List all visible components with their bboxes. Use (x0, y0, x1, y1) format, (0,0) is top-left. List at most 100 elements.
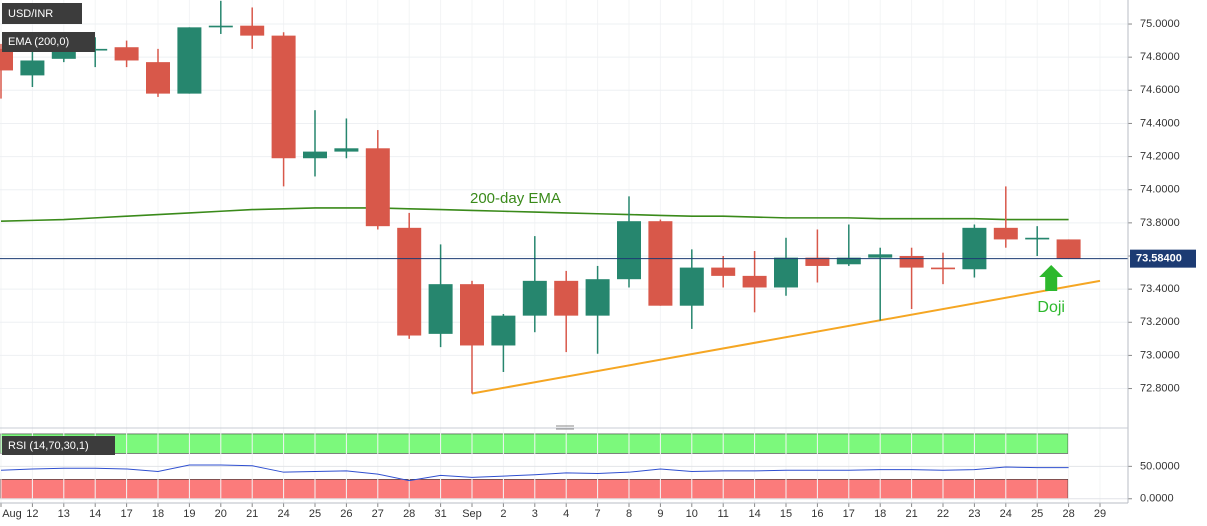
candle-body (208, 25, 233, 28)
candle-body (805, 257, 830, 266)
rsi-line (0, 464, 1069, 482)
candle-body (993, 227, 1018, 240)
candle-body (397, 227, 422, 336)
candle-body (774, 257, 798, 288)
chart-title: USD/INR (8, 8, 53, 20)
x-tick-label: 29 (1094, 508, 1106, 520)
x-tick-label: 17 (843, 508, 855, 520)
indicator-box (2, 32, 95, 52)
candle-body (836, 257, 861, 265)
y-tick-label: 73.8000 (1140, 217, 1180, 229)
candle-body (679, 267, 704, 306)
y-tick-label: 74.8000 (1140, 51, 1180, 63)
candle-body (1025, 237, 1050, 240)
candle-body (585, 279, 610, 316)
candle-body (711, 267, 736, 276)
y-tick-label: 73.2000 (1140, 316, 1180, 328)
candle-body (240, 25, 265, 36)
y-tick-label: 74.4000 (1140, 117, 1180, 129)
candle-body (617, 221, 641, 280)
title-box (2, 3, 82, 24)
x-tick-label: 21 (246, 508, 258, 520)
x-tick-label: 10 (686, 508, 698, 520)
candle-body (334, 148, 359, 152)
candle-body (491, 315, 516, 346)
rsi-box (2, 436, 115, 455)
x-tick-label: 2 (500, 508, 506, 520)
rsi-title: RSI (14,70,30,1) (8, 440, 89, 452)
x-tick-label: 25 (309, 508, 321, 520)
x-tick-label: 14 (89, 508, 101, 520)
ema-line (0, 207, 1069, 222)
candle-body (868, 254, 893, 258)
x-tick-label: 17 (120, 508, 132, 520)
x-tick-label: 26 (340, 508, 352, 520)
candle-body (303, 151, 327, 159)
x-tick-label: 28 (1062, 508, 1074, 520)
candle-body (1056, 239, 1081, 259)
candle-body (51, 50, 76, 59)
x-tick-label: Sep (462, 508, 482, 520)
x-tick-label: 8 (626, 508, 632, 520)
x-tick-label: 7 (595, 508, 601, 520)
last-price-label: 73.58400 (1136, 253, 1182, 265)
y-tick-label: 72.8000 (1140, 382, 1180, 394)
rsi-band (0, 433, 1069, 454)
x-tick-label: 3 (532, 508, 538, 520)
ema-label: 200-day EMA (470, 190, 561, 207)
candle-body (899, 255, 924, 268)
rsi-band (0, 479, 1069, 500)
last-price-box (1130, 249, 1196, 268)
x-tick-label: 9 (657, 508, 663, 520)
x-tick-label: 15 (780, 508, 792, 520)
candle-body (962, 227, 987, 270)
annotation-text: Doji (1037, 299, 1065, 316)
candle-body (83, 48, 108, 51)
candle-body (20, 60, 45, 76)
x-tick-label: 25 (1031, 508, 1043, 520)
y-tick-label: 0.0000 (1140, 493, 1174, 505)
candle-body (0, 48, 13, 71)
x-tick-label: 21 (905, 508, 917, 520)
candle-body (648, 221, 673, 306)
candle-body (114, 47, 139, 61)
x-tick-label: 12 (26, 508, 38, 520)
x-tick-label: 23 (968, 508, 980, 520)
annotation-arrow (1039, 265, 1064, 291)
x-tick-label: Aug (2, 508, 22, 520)
candle-body (365, 148, 390, 227)
candle-body (931, 267, 955, 270)
candle-body (146, 62, 170, 94)
y-tick-label: 74.6000 (1140, 84, 1180, 96)
candle-body (460, 284, 484, 346)
candle-body (428, 284, 453, 334)
x-tick-label: 24 (1000, 508, 1012, 520)
x-tick-label: 20 (215, 508, 227, 520)
y-tick-label: 74.0000 (1140, 184, 1180, 196)
candle-body (177, 27, 202, 94)
x-tick-label: 18 (152, 508, 164, 520)
indicator-label: EMA (200,0) (8, 36, 69, 48)
x-tick-label: 11 (717, 508, 728, 520)
x-tick-label: 16 (811, 508, 823, 520)
x-tick-label: 24 (277, 508, 289, 520)
x-tick-label: 14 (748, 508, 760, 520)
x-tick-label: 31 (434, 508, 446, 520)
x-tick-label: 13 (58, 508, 70, 520)
x-tick-label: 22 (937, 508, 949, 520)
candle-body (554, 280, 579, 316)
y-tick-label: 75.0000 (1140, 18, 1180, 30)
trendline (471, 279, 1101, 395)
x-tick-label: 28 (403, 508, 415, 520)
x-tick-label: 18 (874, 508, 886, 520)
x-tick-label: 19 (183, 508, 195, 520)
y-tick-label: 74.2000 (1140, 150, 1180, 162)
x-tick-label: 4 (563, 508, 569, 520)
candle-body (522, 280, 547, 316)
candle-body (742, 275, 767, 288)
y-tick-label: 73.0000 (1140, 349, 1180, 361)
x-tick-label: 27 (372, 508, 384, 520)
y-tick-label: 73.4000 (1140, 283, 1180, 295)
y-tick-label: 50.0000 (1140, 460, 1180, 472)
